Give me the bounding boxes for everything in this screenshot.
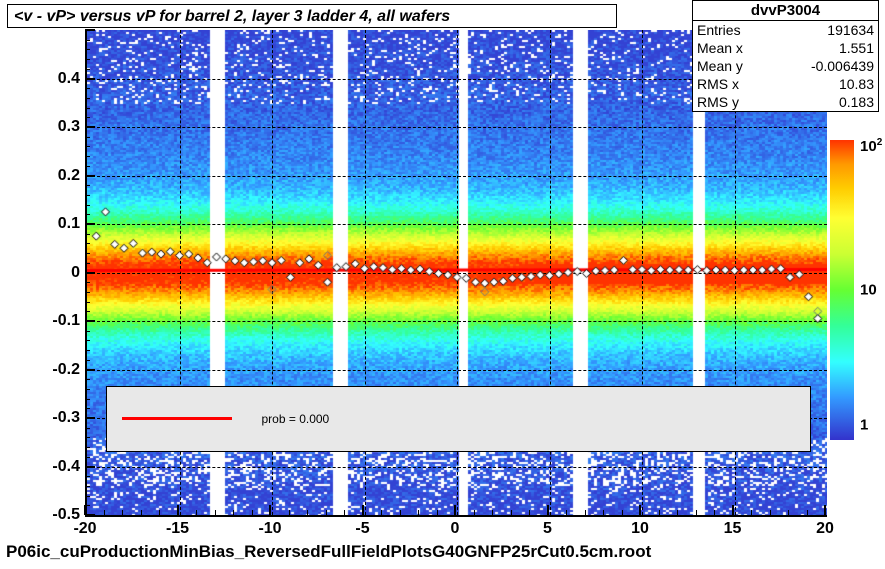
y-tick-label: -0.2 <box>30 361 80 379</box>
x-tick-label: 20 <box>816 520 834 538</box>
y-tick-label: 0.1 <box>30 215 80 233</box>
fit-legend-text: prob = 0.000 <box>262 412 330 426</box>
colorbar-tick-label: 10 <box>860 282 877 299</box>
stats-row-rmsy: RMS y 0.183 <box>693 93 878 111</box>
fit-legend-box: prob = 0.000 <box>106 386 811 451</box>
plot-container: <v - vP> versus vP for barrel 2, layer 3… <box>0 0 885 569</box>
y-tick-label: 0 <box>30 264 80 282</box>
stats-histogram-name: dvvP3004 <box>693 1 878 21</box>
y-tick-label: 0.4 <box>30 70 80 88</box>
stats-row-rmsx: RMS x 10.83 <box>693 75 878 93</box>
x-tick-label: 0 <box>451 520 460 538</box>
stats-row-meany: Mean y -0.006439 <box>693 57 878 75</box>
y-tick-label: -0.4 <box>30 458 80 476</box>
fit-legend-line <box>122 417 232 420</box>
stats-label: Mean y <box>697 57 743 75</box>
footer-filename: P06ic_cuProductionMinBias_ReversedFullFi… <box>6 542 651 562</box>
stats-box: dvvP3004 Entries 191634 Mean x 1.551 Mea… <box>692 0 879 112</box>
x-tick-label: -5 <box>355 520 369 538</box>
y-tick-label: -0.3 <box>30 409 80 427</box>
x-tick-label: -10 <box>258 520 281 538</box>
colorbar-tick-label: 1 <box>860 417 868 434</box>
y-tick-label: 0.2 <box>30 167 80 185</box>
x-tick-label: 15 <box>724 520 742 538</box>
y-tick-label: -0.1 <box>30 312 80 330</box>
stats-label: RMS x <box>697 75 739 93</box>
stats-value: -0.006439 <box>811 57 874 75</box>
y-tick-label: 0.3 <box>30 118 80 136</box>
chart-title: <v - vP> versus vP for barrel 2, layer 3… <box>7 4 617 28</box>
stats-value: 191634 <box>827 21 874 39</box>
colorbar <box>830 140 854 440</box>
stats-row-entries: Entries 191634 <box>693 21 878 39</box>
x-tick-label: -15 <box>166 520 189 538</box>
stats-value: 1.551 <box>839 39 874 57</box>
stats-label: Entries <box>697 21 741 39</box>
x-tick-label: 5 <box>543 520 552 538</box>
stats-value: 0.183 <box>839 93 874 111</box>
colorbar-tick-label: 102 <box>860 137 882 155</box>
stats-value: 10.83 <box>839 75 874 93</box>
stats-label: Mean x <box>697 39 743 57</box>
x-tick-label: 10 <box>631 520 649 538</box>
stats-label: RMS y <box>697 93 739 111</box>
stats-row-meanx: Mean x 1.551 <box>693 39 878 57</box>
x-tick-label: -20 <box>73 520 96 538</box>
